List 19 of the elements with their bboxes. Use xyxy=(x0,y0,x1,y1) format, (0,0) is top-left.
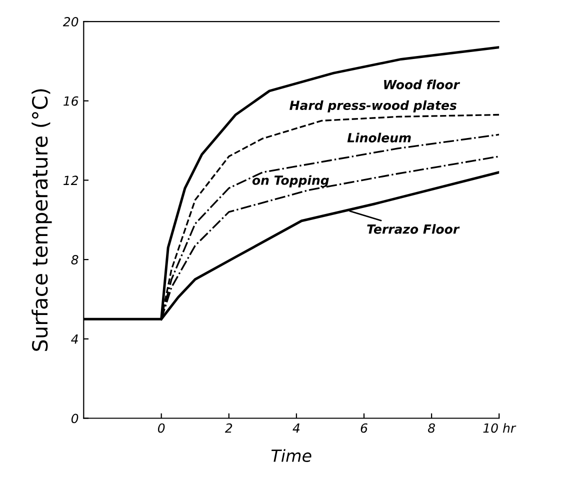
x-tick-label: 8 xyxy=(428,423,435,433)
y-tick-label: 0 xyxy=(71,414,78,424)
x-tick-label: 6 xyxy=(360,423,368,433)
y-tick-label: 12 xyxy=(64,176,78,185)
legend-label: Terrazo Floor xyxy=(367,224,460,234)
x-tick-label: 0 xyxy=(158,423,165,433)
series-label: Wood floor xyxy=(384,80,460,90)
x-tick-label: 4 xyxy=(292,423,300,433)
y-tick-label: 4 xyxy=(71,334,78,344)
x-tick-label: 10 hr xyxy=(483,423,516,433)
x-tick-label: 2 xyxy=(224,423,232,433)
y-tick-label: 20 xyxy=(62,16,78,26)
y-axis-title: Surface temperature (°C) xyxy=(32,89,52,351)
x-axis-title: Time xyxy=(271,449,312,462)
series-label: Linoleum xyxy=(347,132,411,142)
y-tick-label: 16 xyxy=(64,96,78,106)
series-label: Hard press-wood plates xyxy=(290,100,456,112)
y-tick-label: 8 xyxy=(71,255,78,264)
series-label: on Topping xyxy=(252,175,329,188)
